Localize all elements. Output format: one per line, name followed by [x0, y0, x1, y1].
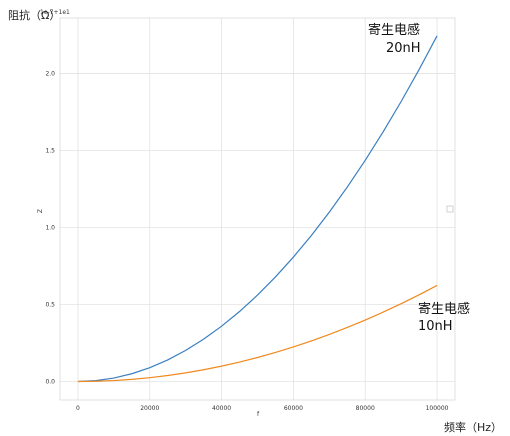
plot-frame	[59, 17, 456, 401]
y-tick-label: 0.5	[45, 302, 55, 309]
x-axis-label: f	[257, 411, 260, 418]
x-tick-label: 80000	[356, 405, 375, 412]
annotation-20nh-line1: 寄生电感	[368, 22, 420, 38]
x-tick-label: 40000	[212, 405, 231, 412]
x-tick-label: 100000	[426, 405, 449, 412]
x-tick-label: 60000	[284, 405, 303, 412]
annotation-20nh-line2: 20nH	[386, 41, 421, 56]
x-tick-label: 20000	[140, 405, 159, 412]
outer-x-label: 频率（Hz）	[444, 420, 502, 434]
outer-y-label: 阻抗（Ω）	[8, 8, 60, 22]
y-tick-label: 1.0	[45, 224, 55, 231]
y-tick-labels: 0.0 0.5 1.0 1.5 2.0	[45, 70, 55, 385]
y-tick-label: 1.5	[45, 147, 55, 154]
annotation-10nh-line2: 10nH	[418, 319, 453, 334]
series-group	[77, 35, 438, 383]
x-tick-label: 0	[76, 405, 80, 412]
y-tick-label: 2.0	[45, 70, 55, 77]
x-tick-labels: 0 20000 40000 60000 80000 100000	[76, 405, 449, 412]
grid	[60, 18, 455, 400]
series-line-2	[77, 284, 438, 383]
y-tick-label: 0.0	[45, 379, 55, 386]
legend-placeholder	[446, 205, 454, 213]
y-offset-text: 1e-7+1e1	[40, 9, 70, 16]
series-line-1	[77, 35, 438, 383]
annotation-10nh-line1: 寄生电感	[418, 301, 470, 317]
y-axis-label: Z	[37, 209, 44, 213]
